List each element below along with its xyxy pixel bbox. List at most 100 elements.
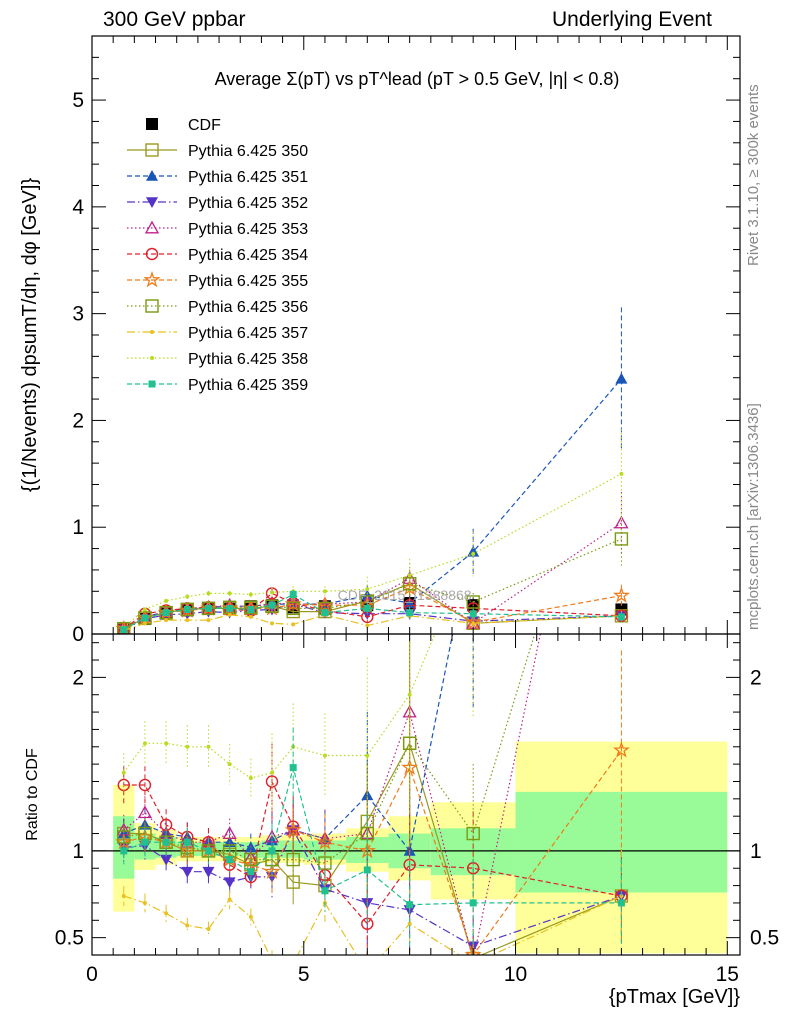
ratio-point <box>471 952 475 955</box>
ratio-point <box>204 847 212 855</box>
data-point <box>406 609 414 617</box>
ratio-point <box>185 744 190 749</box>
ratio-point <box>358 841 376 859</box>
legend-label: Pythia 6.425 350 <box>188 143 308 160</box>
ratio-point <box>248 914 253 919</box>
ratio-point <box>469 899 477 907</box>
legend-entry: Pythia 6.425 353 <box>127 220 308 238</box>
data-point <box>615 372 628 384</box>
ratio-point <box>318 856 332 870</box>
y-axis-label: {(1/Nevents) dpsumT/dη, dφ [GeV]} <box>19 178 41 493</box>
ratio-line <box>123 634 436 779</box>
header-right: Underlying Event <box>552 8 712 31</box>
legend-entry: Pythia 6.425 355 <box>127 270 308 290</box>
ratio-y-tick-label-left: 1 <box>72 840 84 863</box>
data-point <box>162 609 170 617</box>
data-point <box>183 605 191 613</box>
data-point <box>365 623 370 628</box>
y-tick-label: 3 <box>72 303 84 326</box>
x-tick-label: 15 <box>716 963 739 986</box>
data-point <box>286 601 300 616</box>
data-point <box>185 594 190 599</box>
legend-entry: Pythia 6.425 350 <box>127 143 308 160</box>
ratio-series-9 <box>120 727 625 949</box>
ratio-y-tick-label-right: 2 <box>750 666 762 689</box>
data-point <box>164 618 169 623</box>
y-tick-label: 4 <box>72 196 84 219</box>
ratio-point <box>270 770 274 775</box>
ratio-point <box>270 958 274 962</box>
ratio-point <box>162 838 170 846</box>
data-point <box>206 618 211 623</box>
ratio-point <box>363 866 371 874</box>
ratio-point <box>223 877 236 889</box>
ratio-point <box>138 778 152 792</box>
ratio-point <box>247 868 255 876</box>
data-point <box>363 604 371 612</box>
x-axis-label: {pTmax [GeV]} <box>609 986 740 1008</box>
ratio-series-7 <box>121 849 624 966</box>
legend-marker <box>150 356 154 360</box>
ratio-point <box>322 753 327 758</box>
ratio-point <box>142 900 147 905</box>
ratio-point <box>160 854 173 866</box>
data-point <box>617 613 625 621</box>
legend-label: Pythia 6.425 356 <box>188 299 308 316</box>
legend-marker <box>148 380 156 388</box>
ratio-point <box>142 741 147 746</box>
ratio-point <box>317 831 333 845</box>
legend-entry: Pythia 6.425 358 <box>127 351 308 368</box>
ratio-line <box>123 634 536 864</box>
ratio-point <box>227 897 232 902</box>
data-point <box>227 591 232 596</box>
ratio-point <box>286 852 300 867</box>
legend-entry: Pythia 6.425 351 <box>127 169 308 186</box>
ratio-point <box>407 921 412 926</box>
data-point <box>270 621 274 626</box>
data-point <box>407 573 412 578</box>
legend-entry: Pythia 6.425 359 <box>127 377 308 394</box>
ratio-y-tick-label-right: 0.5 <box>750 927 779 950</box>
ratio-point <box>289 764 297 772</box>
header-left: 300 GeV ppbar <box>103 8 246 31</box>
ratio-point <box>137 805 153 819</box>
ratio-point <box>471 962 475 966</box>
ratio-point <box>121 894 126 899</box>
ratio-point <box>183 838 191 846</box>
data-point <box>322 589 327 594</box>
ratio-point <box>406 901 414 909</box>
x-tick-label: 10 <box>504 963 527 986</box>
data-point <box>466 595 480 609</box>
legend-label: CDF <box>188 117 221 134</box>
analysis-watermark: CDF_2015_I1388868 <box>338 587 472 603</box>
ratio-point <box>321 887 329 895</box>
data-point <box>619 471 624 476</box>
y-tick-label: 5 <box>72 89 84 112</box>
legend-marker <box>150 330 154 334</box>
ratio-panel-series <box>115 634 630 966</box>
ratio-point <box>617 899 625 907</box>
data-point <box>365 587 370 592</box>
data-point <box>471 621 476 626</box>
ratio-point <box>117 830 131 844</box>
ratio-point <box>164 911 169 916</box>
series-line <box>123 593 622 631</box>
x-tick-label: 0 <box>86 963 98 986</box>
legend-entry: Pythia 6.425 354 <box>127 247 308 264</box>
data-point <box>321 609 329 617</box>
data-point <box>248 614 253 619</box>
legend-label: Pythia 6.425 357 <box>188 325 308 342</box>
ratio-point <box>227 762 232 767</box>
data-point <box>141 614 149 622</box>
ratio-point <box>402 736 417 751</box>
legend-marker <box>143 270 161 288</box>
ratio-point <box>316 833 334 850</box>
legend-marker <box>145 299 159 313</box>
ratio-point <box>206 744 211 749</box>
legend-label: Pythia 6.425 359 <box>188 377 308 394</box>
data-point <box>270 590 274 595</box>
data-point <box>289 590 297 598</box>
ratio-point <box>141 838 149 846</box>
y-tick-label: 1 <box>72 516 84 539</box>
series-line <box>123 522 622 630</box>
